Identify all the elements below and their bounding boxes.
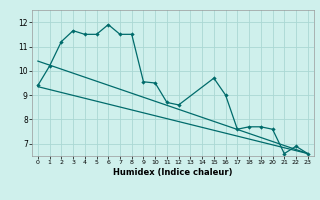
X-axis label: Humidex (Indice chaleur): Humidex (Indice chaleur) bbox=[113, 168, 233, 177]
